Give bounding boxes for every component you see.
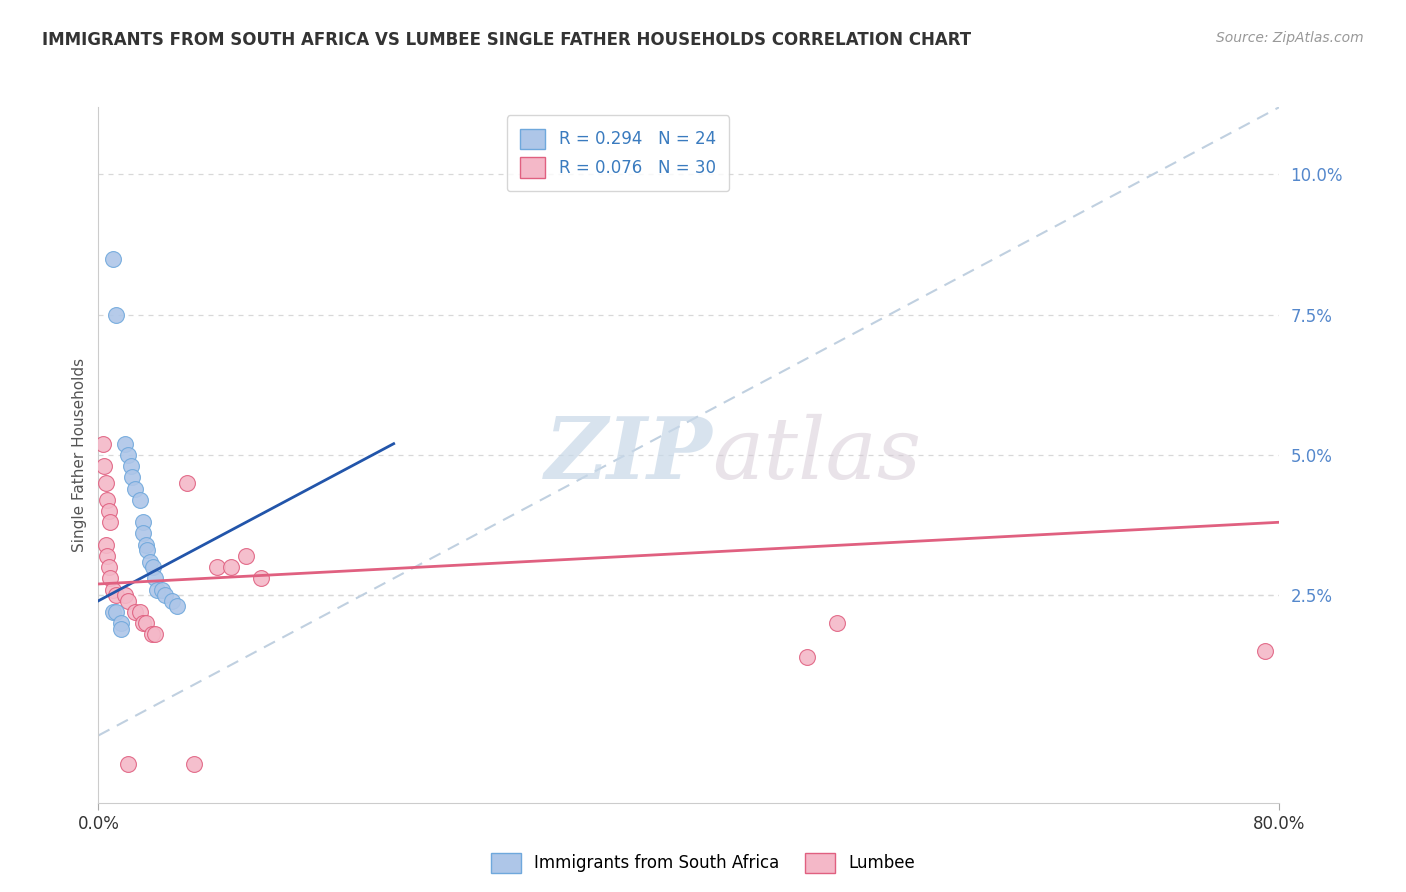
- Point: [121, 470, 143, 484]
- Point: [105, 605, 128, 619]
- Point: [135, 616, 157, 631]
- Point: [98, 571, 121, 585]
- Point: [825, 616, 848, 631]
- Point: [183, 756, 205, 771]
- Point: [1254, 644, 1277, 658]
- Point: [132, 616, 155, 631]
- Point: [103, 252, 125, 266]
- Point: [136, 543, 159, 558]
- Point: [105, 308, 128, 322]
- Point: [114, 588, 136, 602]
- Point: [146, 582, 169, 597]
- Point: [110, 616, 132, 631]
- Point: [796, 649, 818, 664]
- Point: [250, 571, 273, 585]
- Point: [128, 492, 150, 507]
- Point: [150, 582, 173, 597]
- Point: [117, 448, 139, 462]
- Point: [205, 560, 228, 574]
- Text: atlas: atlas: [713, 414, 922, 496]
- Point: [98, 515, 121, 529]
- Point: [153, 588, 176, 602]
- Text: Source: ZipAtlas.com: Source: ZipAtlas.com: [1216, 31, 1364, 45]
- Point: [94, 538, 117, 552]
- Point: [176, 475, 198, 490]
- Point: [91, 436, 114, 450]
- Legend: Immigrants from South Africa, Lumbee: Immigrants from South Africa, Lumbee: [485, 847, 921, 880]
- Point: [132, 515, 155, 529]
- Point: [128, 605, 150, 619]
- Point: [143, 627, 166, 641]
- Text: ZIP: ZIP: [544, 413, 713, 497]
- Point: [219, 560, 242, 574]
- Point: [132, 526, 155, 541]
- Point: [124, 482, 146, 496]
- Point: [139, 555, 162, 569]
- Point: [114, 436, 136, 450]
- Point: [141, 627, 163, 641]
- Point: [94, 475, 117, 490]
- Point: [117, 594, 139, 608]
- Point: [162, 594, 183, 608]
- Point: [124, 605, 146, 619]
- Point: [235, 549, 257, 563]
- Point: [166, 599, 188, 614]
- Point: [120, 459, 142, 474]
- Point: [110, 622, 132, 636]
- Point: [135, 538, 157, 552]
- Text: IMMIGRANTS FROM SOUTH AFRICA VS LUMBEE SINGLE FATHER HOUSEHOLDS CORRELATION CHAR: IMMIGRANTS FROM SOUTH AFRICA VS LUMBEE S…: [42, 31, 972, 49]
- Point: [97, 560, 120, 574]
- Point: [117, 756, 139, 771]
- Point: [96, 549, 118, 563]
- Point: [97, 504, 120, 518]
- Y-axis label: Single Father Households: Single Father Households: [72, 358, 87, 552]
- Point: [103, 605, 125, 619]
- Legend: R = 0.294   N = 24, R = 0.076   N = 30: R = 0.294 N = 24, R = 0.076 N = 30: [508, 115, 730, 191]
- Point: [96, 492, 118, 507]
- Point: [142, 560, 165, 574]
- Point: [105, 588, 128, 602]
- Point: [143, 571, 166, 585]
- Point: [103, 582, 125, 597]
- Point: [93, 459, 115, 474]
